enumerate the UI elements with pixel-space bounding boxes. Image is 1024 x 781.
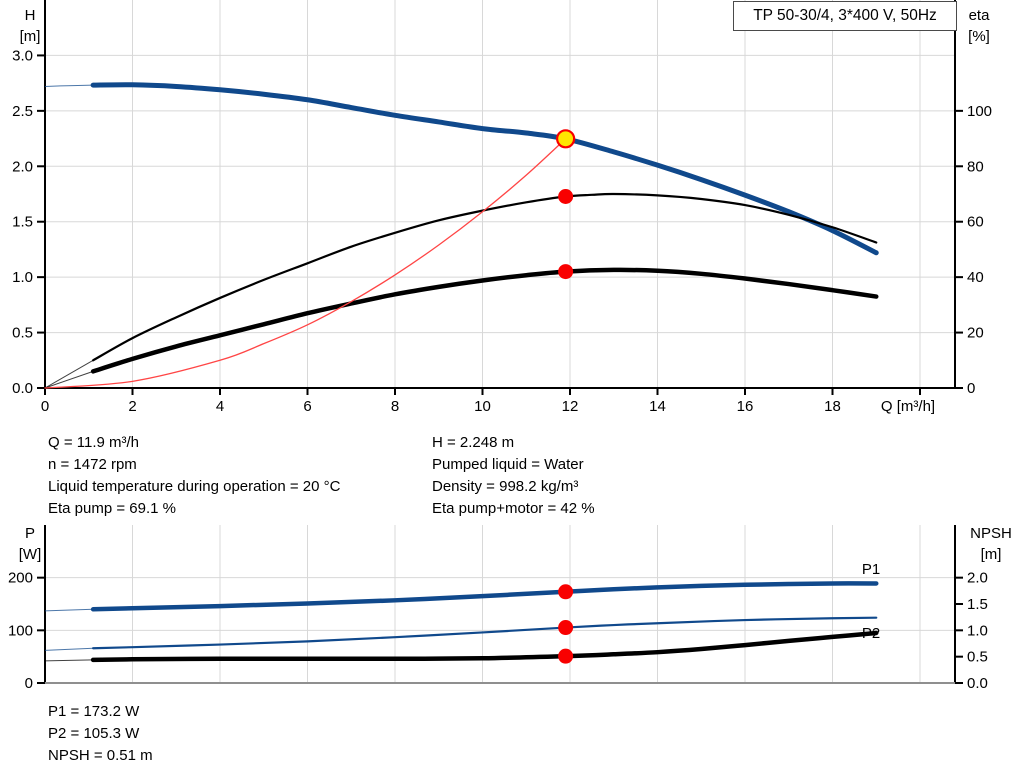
duty-point-marker (556, 129, 576, 149)
eta-pump-motor-curve-thin (44, 370, 94, 389)
left-axis-tick-label: 0 (25, 675, 33, 692)
operating-point-marker (558, 620, 574, 636)
pump-model-title-box: TP 50-30/4, 3*400 V, 50Hz (733, 1, 957, 31)
operating-point-marker (558, 188, 574, 204)
left-axis-tick-label: 200 (8, 570, 33, 587)
x-axis-tick-label: 10 (474, 398, 491, 415)
p2-curve-thin (44, 647, 94, 651)
right-axis-tick-label: 0.5 (967, 649, 988, 666)
p1-curve (90, 581, 879, 612)
x-axis-tick-label: 2 (128, 398, 136, 415)
left-axis-tick-label: 2.0 (12, 158, 33, 175)
eta-pump-curve-thin (44, 359, 94, 389)
duty-info-right: H = 2.248 m Pumped liquid = Water Densit… (432, 432, 595, 520)
right-axis-title: [%] (968, 28, 990, 45)
left-axis-tick-label: 100 (8, 622, 33, 639)
eta-pump-motor-curve (90, 267, 879, 374)
left-axis-tick-label: 0.5 (12, 325, 33, 342)
npsh-curve (90, 630, 879, 663)
right-axis-title: [m] (981, 546, 1002, 563)
eta-pump-curve (92, 192, 878, 362)
right-axis-tick-label: 40 (967, 269, 984, 286)
x-axis-tick-label: 14 (649, 398, 666, 415)
x-axis-tick-label: 4 (216, 398, 224, 415)
info-line-speed: n = 1472 rpm (48, 456, 137, 473)
right-axis-title: NPSH (970, 525, 1012, 542)
x-axis-tick-label: 8 (391, 398, 399, 415)
right-axis-tick-label: 60 (967, 214, 984, 231)
power-info: P1 = 173.2 W P2 = 105.3 W NPSH = 0.51 m (48, 701, 153, 767)
info-line-density: Density = 998.2 kg/m³ (432, 478, 579, 495)
left-axis-tick-label: 1.0 (12, 269, 33, 286)
pump-model-title: TP 50-30/4, 3*400 V, 50Hz (753, 7, 937, 24)
right-axis-tick-label: 1.0 (967, 622, 988, 639)
x-axis-tick-label: 18 (824, 398, 841, 415)
info-line-npsh: NPSH = 0.51 m (48, 747, 153, 764)
right-axis-tick-label: 2.0 (967, 570, 988, 587)
right-axis-tick-label: 80 (967, 158, 984, 175)
p2-curve (92, 616, 878, 650)
info-line-p2: P2 = 105.3 W (48, 725, 140, 742)
left-axis-tick-label: 1.5 (12, 214, 33, 231)
left-axis-title: P (25, 525, 35, 542)
operating-point-marker (558, 584, 574, 600)
right-axis-tick-label: 0 (967, 380, 975, 397)
x-axis-title: Q [m³/h] (881, 398, 935, 415)
operating-point-marker (558, 264, 574, 280)
left-axis-title: [W] (19, 546, 42, 563)
x-axis-tick-label: 0 (41, 398, 49, 415)
curve-label-p1: P1 (862, 561, 880, 578)
head-curve-thin (44, 84, 94, 87)
left-axis-tick-label: 2.5 (12, 103, 33, 120)
info-line-liquid: Pumped liquid = Water (432, 456, 584, 473)
right-axis-tick-label: 0.0 (967, 675, 988, 692)
p1-curve-thin (44, 608, 94, 612)
curve-label-p2: P2 (862, 625, 880, 642)
info-line-p1: P1 = 173.2 W (48, 703, 140, 720)
right-axis-tick-label: 100 (967, 103, 992, 120)
right-axis-tick-label: 1.5 (967, 596, 988, 613)
system-curve (44, 138, 567, 389)
x-axis-tick-label: 16 (737, 398, 754, 415)
info-line-eta-pump: Eta pump = 69.1 % (48, 500, 176, 517)
right-axis-title: eta (969, 7, 991, 24)
left-axis-tick-label: 3.0 (12, 47, 33, 64)
info-line-head: H = 2.248 m (432, 434, 515, 451)
info-line-q: Q = 11.9 m³/h (48, 434, 140, 451)
info-line-eta-pump-motor: Eta pump+motor = 42 % (432, 500, 595, 517)
npsh-curve-thin (44, 659, 94, 662)
x-axis-tick-label: 12 (562, 398, 579, 415)
x-axis-tick-label: 6 (303, 398, 311, 415)
info-line-temperature: Liquid temperature during operation = 20… (48, 478, 341, 495)
head-curve (90, 82, 879, 256)
right-axis-tick-label: 20 (967, 325, 984, 342)
left-axis-tick-label: 0.0 (12, 380, 33, 397)
duty-info-left: Q = 11.9 m³/h n = 1472 rpm Liquid temper… (48, 432, 340, 520)
operating-point-marker (558, 648, 574, 664)
left-axis-title: [m] (20, 28, 41, 45)
left-axis-title: H (25, 7, 36, 24)
